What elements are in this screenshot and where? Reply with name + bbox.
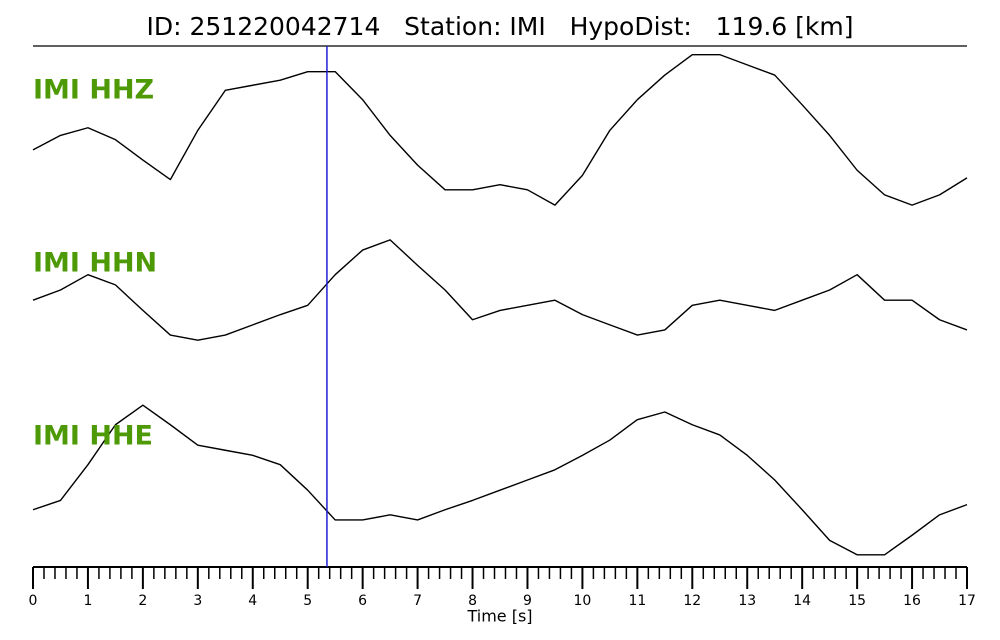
trace <box>32 404 968 556</box>
x-tick-label: 2 <box>138 593 147 609</box>
x-tick-label: 11 <box>628 593 646 609</box>
x-tick-label: 9 <box>523 593 532 609</box>
x-tick-label: 7 <box>413 593 422 609</box>
x-tick-label: 10 <box>573 593 591 609</box>
trace-label: IMI HHN <box>33 248 157 279</box>
x-tick-label: 15 <box>848 593 866 609</box>
x-axis-label: Time [s] <box>466 607 532 626</box>
trace <box>32 53 968 206</box>
x-tick-label: 3 <box>193 593 202 609</box>
x-tick-label: 17 <box>958 593 976 609</box>
x-tick-label: 6 <box>358 593 367 609</box>
trace-label: IMI HHZ <box>33 75 154 106</box>
x-tick-label: 5 <box>303 593 312 609</box>
x-tick-label: 12 <box>683 593 701 609</box>
trace <box>32 239 968 341</box>
x-tick-label: 13 <box>738 593 756 609</box>
x-tick-label: 8 <box>468 593 477 609</box>
chart-title: ID: 251220042714 Station: IMI HypoDist: … <box>146 12 853 41</box>
x-tick-label: 4 <box>248 593 257 609</box>
x-tick-label: 14 <box>793 593 811 609</box>
x-tick-label: 16 <box>903 593 921 609</box>
x-tick-label: 1 <box>83 593 92 609</box>
trace-label: IMI HHE <box>33 421 153 452</box>
x-tick-label: 0 <box>29 593 38 609</box>
